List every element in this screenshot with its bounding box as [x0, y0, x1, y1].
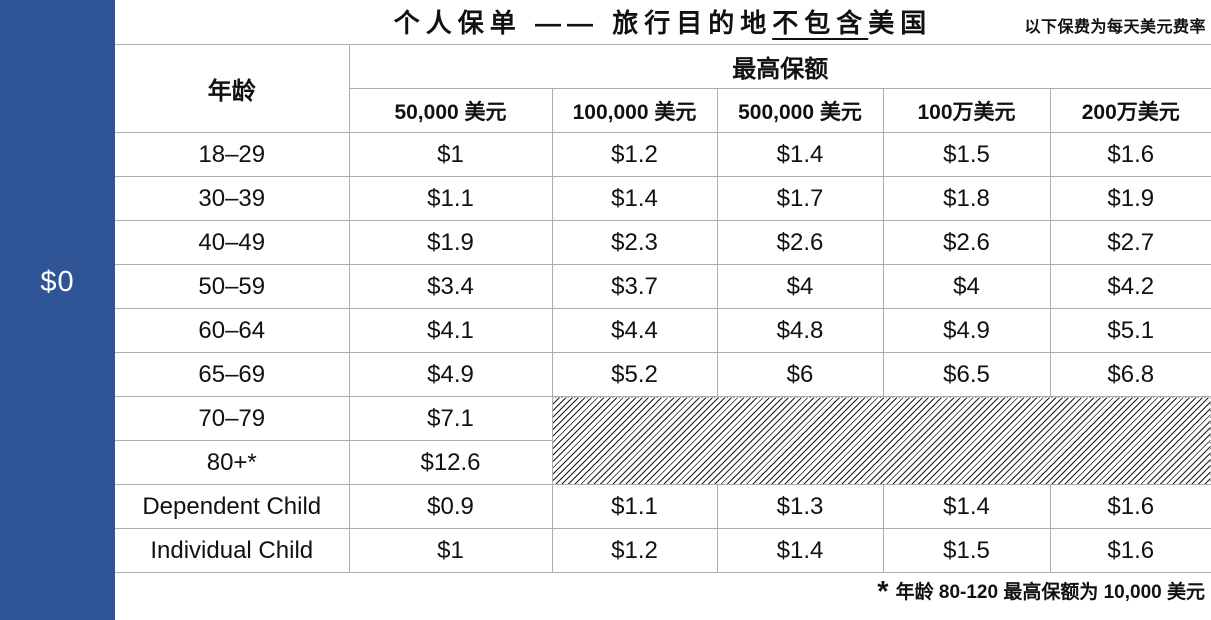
rate-cell: $1.5 — [882, 528, 1051, 573]
rate-cell: $1.1 — [551, 484, 718, 529]
table-row: 80+* $12.6 — [115, 440, 1211, 485]
footnote: * 年龄 80-120 最高保额为 10,000 美元 — [877, 576, 1205, 609]
rate-cell: $7.1 — [348, 396, 553, 441]
footnote-text: 年龄 80-120 最高保额为 10,000 美元 — [895, 582, 1205, 603]
rate-cell: $2.6 — [716, 220, 884, 265]
unavailable-hatch-region — [551, 396, 1211, 485]
column-header-500k: 500,000 美元 — [716, 88, 884, 133]
header-row-coverage: 年龄 最高保额 — [115, 44, 1211, 133]
rate-cell: $4 — [882, 264, 1051, 309]
rate-cell: $1.2 — [551, 132, 718, 177]
rate-cell: $6.8 — [1049, 352, 1211, 397]
row-label: Individual Child — [115, 528, 350, 573]
daily-rate-note: 以下保费为每天美元费率 — [1024, 19, 1206, 36]
column-header-1m: 100万美元 — [882, 88, 1051, 133]
rate-cell: $6.5 — [882, 352, 1051, 397]
row-label: 18–29 — [115, 132, 350, 177]
rate-cell: $4.4 — [551, 308, 718, 353]
rate-cell: $1.3 — [716, 484, 884, 529]
title-suffix: 美国 — [868, 8, 933, 38]
table-row: 70–79 $7.1 — [115, 396, 1211, 485]
table-row: 65–69 $4.9 $5.2 $6 $6.5 $6.8 — [115, 352, 1211, 397]
rates-table: 年龄 最高保额 50,000 美元 100,000 美元 500,000 美元 … — [115, 44, 1211, 573]
row-label: 50–59 — [115, 264, 350, 309]
table-row: 30–39 $1.1 $1.4 $1.7 $1.8 $1.9 — [115, 176, 1211, 221]
rate-cell: $4 — [716, 264, 884, 309]
rate-cell: $2.6 — [882, 220, 1051, 265]
age-header-cell: 年龄 — [115, 44, 350, 133]
rate-cell: $5.1 — [1049, 308, 1211, 353]
rate-cell: $1.9 — [348, 220, 553, 265]
row-label: 40–49 — [115, 220, 350, 265]
rate-cell: $4.9 — [348, 352, 553, 397]
rate-cell: $1.2 — [551, 528, 718, 573]
footnote-asterisk: * — [877, 576, 889, 608]
table-row: Dependent Child $0.9 $1.1 $1.3 $1.4 $1.6 — [115, 484, 1211, 529]
rate-cell: $1.4 — [716, 132, 884, 177]
rate-cell: $1.4 — [882, 484, 1051, 529]
page-title: 个人保单 —— 旅行目的地不包含美国 — [115, 3, 1211, 40]
rate-cell: $1.7 — [716, 176, 884, 221]
rate-cell: $3.7 — [551, 264, 718, 309]
rate-cell: $4.9 — [882, 308, 1051, 353]
rate-cell: $1.4 — [716, 528, 884, 573]
coverage-header-cell: 最高保额 — [348, 44, 1211, 89]
rate-cell: $4.1 — [348, 308, 553, 353]
table-row: 18–29 $1 $1.2 $1.4 $1.5 $1.6 — [115, 132, 1211, 177]
header-row-amounts: 50,000 美元 100,000 美元 500,000 美元 100万美元 2… — [115, 88, 1211, 133]
rate-cell: $5.2 — [551, 352, 718, 397]
rate-cell: $0.9 — [348, 484, 553, 529]
rate-cell: $3.4 — [348, 264, 553, 309]
rate-cell: $1.8 — [882, 176, 1051, 221]
rate-cell: $4.2 — [1049, 264, 1211, 309]
title-underlined-text: 不包含 — [772, 8, 869, 38]
rate-cell: $12.6 — [348, 440, 552, 485]
rate-cell: $6 — [716, 352, 884, 397]
row-label: Dependent Child — [115, 484, 350, 529]
rate-cell: $1.6 — [1049, 132, 1211, 177]
rate-cell: $1.6 — [1049, 528, 1211, 573]
row-label: 80+* — [115, 440, 350, 485]
column-header-50k: 50,000 美元 — [349, 88, 553, 133]
rate-cell: $1 — [348, 132, 553, 177]
column-header-100k: 100,000 美元 — [551, 88, 718, 133]
price-sidebar: $0 — [0, 0, 115, 620]
rate-cell: $1.5 — [882, 132, 1051, 177]
rate-cell: $2.7 — [1049, 220, 1211, 265]
column-header-2m: 200万美元 — [1049, 88, 1211, 133]
row-label: 65–69 — [115, 352, 350, 397]
rate-cell: $1.9 — [1049, 176, 1211, 221]
row-label: 30–39 — [115, 176, 350, 221]
table-row: Individual Child $1 $1.2 $1.4 $1.5 $1.6 — [115, 528, 1211, 573]
table-row: 60–64 $4.1 $4.4 $4.8 $4.9 $5.1 — [115, 308, 1211, 353]
table-row: 40–49 $1.9 $2.3 $2.6 $2.6 $2.7 — [115, 220, 1211, 265]
title-prefix: 个人保单 —— 旅行目的地 — [393, 8, 773, 38]
rate-cell: $2.3 — [551, 220, 718, 265]
rate-cell: $1.1 — [348, 176, 553, 221]
rate-cell: $1.4 — [551, 176, 718, 221]
table-row: 50–59 $3.4 $3.7 $4 $4 $4.2 — [115, 264, 1211, 309]
sidebar-price-label: $0 — [40, 266, 75, 298]
rate-cell: $1 — [348, 528, 553, 573]
row-label: 60–64 — [115, 308, 350, 353]
row-label: 70–79 — [115, 396, 350, 441]
rate-cell: $1.6 — [1049, 484, 1211, 529]
rate-cell: $4.8 — [716, 308, 884, 353]
